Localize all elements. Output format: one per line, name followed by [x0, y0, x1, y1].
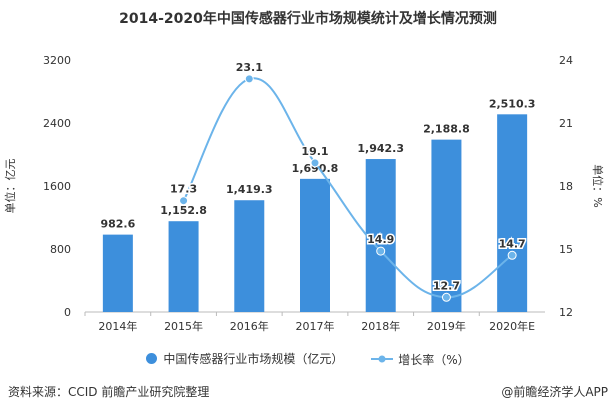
bar-data-label: 1,152.8 [160, 204, 207, 217]
y2-tick-label: 24 [559, 54, 573, 67]
y2-tick-label: 12 [559, 306, 573, 319]
chart-svg: 0 800 1600 2400 3200 12 15 18 21 24 单位：亿元 单位：% 982.6… [3, 54, 605, 333]
x-tick-label: 2016年 [230, 319, 269, 333]
line-data-label: 14.9 [367, 233, 394, 246]
bar-data-label: 1,942.3 [357, 142, 404, 155]
growth-rate-point [441, 292, 451, 302]
bar [234, 200, 265, 312]
growth-rate-point [376, 246, 386, 256]
x-tick-label: 2019年 [427, 319, 466, 333]
y-tick-label: 2400 [43, 117, 71, 130]
x-tick-label: 2020年E [489, 319, 535, 333]
legend: 中国传感器行业市场规模（亿元） 增长率（%） [0, 350, 616, 368]
x-tick-label: 2018年 [361, 319, 400, 333]
growth-rate-point [244, 74, 254, 84]
legend-item-line[interactable]: 增长率（%） [371, 351, 470, 368]
bar [365, 159, 396, 312]
legend-bar-label: 中国传感器行业市场规模（亿元） [163, 352, 344, 366]
bar [497, 114, 528, 312]
y-tick-label: 1600 [43, 180, 71, 193]
line-data-label: 19.1 [301, 145, 328, 158]
bar [431, 139, 462, 312]
x-tick-label: 2015年 [164, 319, 203, 333]
brand-watermark: @前瞻经济学人APP [501, 385, 608, 399]
bar-data-label: 2,510.3 [489, 97, 536, 110]
bar-data-label: 2,188.8 [423, 123, 470, 136]
y2-tick-label: 21 [559, 117, 573, 130]
growth-rate-point [507, 250, 517, 260]
bar [168, 221, 199, 312]
line-data-label: 23.1 [236, 61, 263, 74]
y2-tick-label: 15 [559, 243, 573, 256]
y-tick-label: 800 [50, 243, 71, 256]
y-tick-label: 3200 [43, 54, 71, 67]
bar-data-label: 1,419.3 [226, 183, 273, 196]
line-data-label: 12.7 [433, 279, 460, 292]
y-tick-label: 0 [64, 306, 71, 319]
growth-rate-point [310, 158, 320, 168]
legend-bar-marker-icon [146, 353, 158, 364]
y2-axis-title: 单位：% [591, 164, 605, 207]
legend-line-label: 增长率（%） [398, 352, 470, 367]
growth-rate-point [179, 196, 189, 206]
bar [102, 234, 133, 312]
x-tick-label: 2014年 [98, 319, 137, 333]
y2-tick-label: 18 [559, 180, 573, 193]
bar-data-label: 1,690.8 [292, 162, 339, 175]
bar-data-label: 982.6 [100, 218, 135, 231]
legend-line-marker-icon [371, 355, 394, 363]
x-tick-label: 2017年 [296, 319, 335, 333]
chart-title: 2014-2020年中国传感器行业市场规模统计及增长情况预测 [119, 11, 497, 27]
line-data-label: 14.7 [499, 237, 526, 250]
source-note: 资料来源：CCID 前瞻产业研究院整理 [8, 385, 210, 399]
y-axis-title: 单位：亿元 [3, 159, 17, 214]
legend-item-bar[interactable]: 中国传感器行业市场规模（亿元） [146, 350, 343, 367]
line-data-label: 17.3 [170, 183, 197, 196]
bar [300, 178, 330, 312]
